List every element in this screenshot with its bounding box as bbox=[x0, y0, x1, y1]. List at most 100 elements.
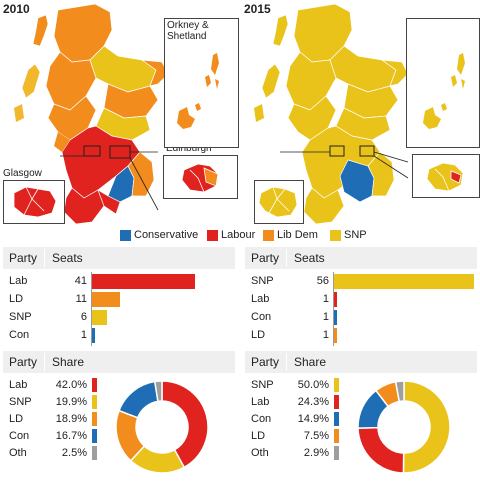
legend-label: SNP bbox=[344, 229, 367, 241]
share-value: 7.5% bbox=[303, 430, 329, 442]
party-label: Con bbox=[9, 329, 30, 341]
share-indicator bbox=[92, 395, 97, 409]
legend-item-labour: Labour bbox=[207, 227, 255, 243]
donut-slice-con bbox=[118, 380, 159, 419]
edinburgh-inset-shape-2015 bbox=[426, 162, 464, 192]
scotland-map-2015 bbox=[254, 3, 409, 225]
legend-label: Conservative bbox=[134, 229, 199, 241]
party-label: Con bbox=[251, 311, 272, 323]
share-value: 18.9% bbox=[55, 413, 87, 425]
header-party: Party bbox=[9, 251, 38, 265]
swatch-labour bbox=[207, 229, 218, 241]
header-party: Party bbox=[251, 355, 280, 369]
donut-slice-oth bbox=[153, 380, 163, 403]
share-indicator bbox=[92, 378, 97, 392]
donut-slice-lab bbox=[357, 426, 405, 474]
seat-value: 1 bbox=[322, 329, 329, 341]
share-indicator bbox=[334, 412, 339, 426]
party-label: Lab bbox=[9, 275, 28, 287]
edinburgh-inset-2010 bbox=[163, 155, 238, 199]
seat-bar bbox=[92, 274, 195, 289]
donut-slice-oth bbox=[394, 380, 405, 403]
header-share: Share bbox=[294, 355, 327, 369]
header-party: Party bbox=[9, 355, 38, 369]
share-value: 19.9% bbox=[55, 396, 87, 408]
seat-bar bbox=[92, 328, 95, 343]
share-indicator bbox=[92, 429, 97, 443]
party-label: Oth bbox=[9, 447, 27, 459]
edinburgh-label-2010: Edinburgh bbox=[166, 143, 212, 154]
share-indicator bbox=[334, 446, 339, 460]
share-indicator bbox=[92, 412, 97, 426]
seat-bar bbox=[334, 292, 337, 307]
party-label: Lab bbox=[251, 396, 270, 408]
seat-value: 56 bbox=[316, 275, 329, 287]
legend-label: Labour bbox=[221, 229, 256, 241]
party-label: LD bbox=[9, 413, 24, 425]
legend-item-snp: SNP bbox=[330, 227, 367, 243]
party-label: SNP bbox=[9, 396, 32, 408]
party-label: SNP bbox=[251, 275, 274, 287]
seat-value: 1 bbox=[322, 293, 329, 305]
seats-2010-header: Party Seats bbox=[3, 247, 235, 269]
share-value: 50.0% bbox=[297, 379, 329, 391]
share-donut-2015 bbox=[357, 380, 451, 474]
share-indicator bbox=[334, 429, 339, 443]
header-seats: Seats bbox=[294, 251, 325, 265]
party-label: LD bbox=[251, 430, 266, 442]
glasgow-inset-shape bbox=[13, 186, 57, 218]
seat-value: 6 bbox=[80, 311, 87, 323]
seat-value: 1 bbox=[80, 329, 87, 341]
swatch-libdem bbox=[263, 229, 274, 241]
share-value: 14.9% bbox=[297, 413, 329, 425]
seat-bar bbox=[334, 310, 337, 325]
year-2010-label: 2010 bbox=[3, 2, 30, 16]
header-party: Party bbox=[251, 251, 280, 265]
party-label: SNP bbox=[251, 379, 274, 391]
share-donut-2010 bbox=[115, 380, 209, 474]
legend-item-libdem: Lib Dem bbox=[263, 227, 318, 243]
legend-item-conservative: Conservative bbox=[120, 227, 198, 243]
donut-slice-lab bbox=[161, 380, 209, 469]
party-label: Lab bbox=[9, 379, 28, 391]
orkney-shetland-shape-2015 bbox=[423, 53, 465, 129]
year-2015-label: 2015 bbox=[244, 2, 271, 16]
seat-bar bbox=[334, 274, 474, 289]
seat-value: 11 bbox=[75, 293, 87, 305]
header-seats: Seats bbox=[52, 251, 83, 265]
orkney-shetland-label: Orkney & Shetland bbox=[167, 20, 217, 42]
seat-value: 41 bbox=[74, 275, 87, 287]
glasgow-inset-2010 bbox=[3, 180, 65, 224]
bar-axis bbox=[333, 272, 334, 346]
seat-bar bbox=[334, 328, 337, 343]
bar-axis bbox=[91, 272, 92, 346]
swatch-conservative bbox=[120, 229, 131, 241]
share-indicator bbox=[334, 395, 339, 409]
share-value: 16.7% bbox=[55, 430, 87, 442]
party-label: Oth bbox=[251, 447, 269, 459]
legend-label: Lib Dem bbox=[277, 229, 318, 241]
share-indicator bbox=[92, 446, 97, 460]
share-value: 2.5% bbox=[61, 447, 87, 459]
seat-bar bbox=[92, 310, 107, 325]
edinburgh-inset-2015 bbox=[412, 154, 480, 198]
seat-value: 1 bbox=[322, 311, 329, 323]
header-share: Share bbox=[52, 355, 85, 369]
donut-slice-snp bbox=[402, 380, 451, 474]
orkney-shetland-shape bbox=[177, 53, 219, 129]
legend: Conservative Labour Lib Dem SNP bbox=[120, 227, 390, 243]
seats-2015-header: Party Seats bbox=[245, 247, 477, 269]
share-value: 24.3% bbox=[297, 396, 329, 408]
party-label: LD bbox=[251, 329, 266, 341]
swatch-snp bbox=[330, 229, 341, 241]
glasgow-inset-2015 bbox=[254, 180, 304, 224]
share-indicator bbox=[334, 378, 339, 392]
glasgow-inset-shape-2015 bbox=[258, 186, 298, 218]
party-label: Con bbox=[9, 430, 30, 442]
party-label: LD bbox=[9, 293, 24, 305]
share-value: 42.0% bbox=[55, 379, 87, 391]
party-label: Con bbox=[251, 413, 272, 425]
share-2015-header: Party Share bbox=[245, 351, 477, 373]
orkney-shetland-inset-2015 bbox=[406, 18, 480, 148]
party-label: SNP bbox=[9, 311, 32, 323]
